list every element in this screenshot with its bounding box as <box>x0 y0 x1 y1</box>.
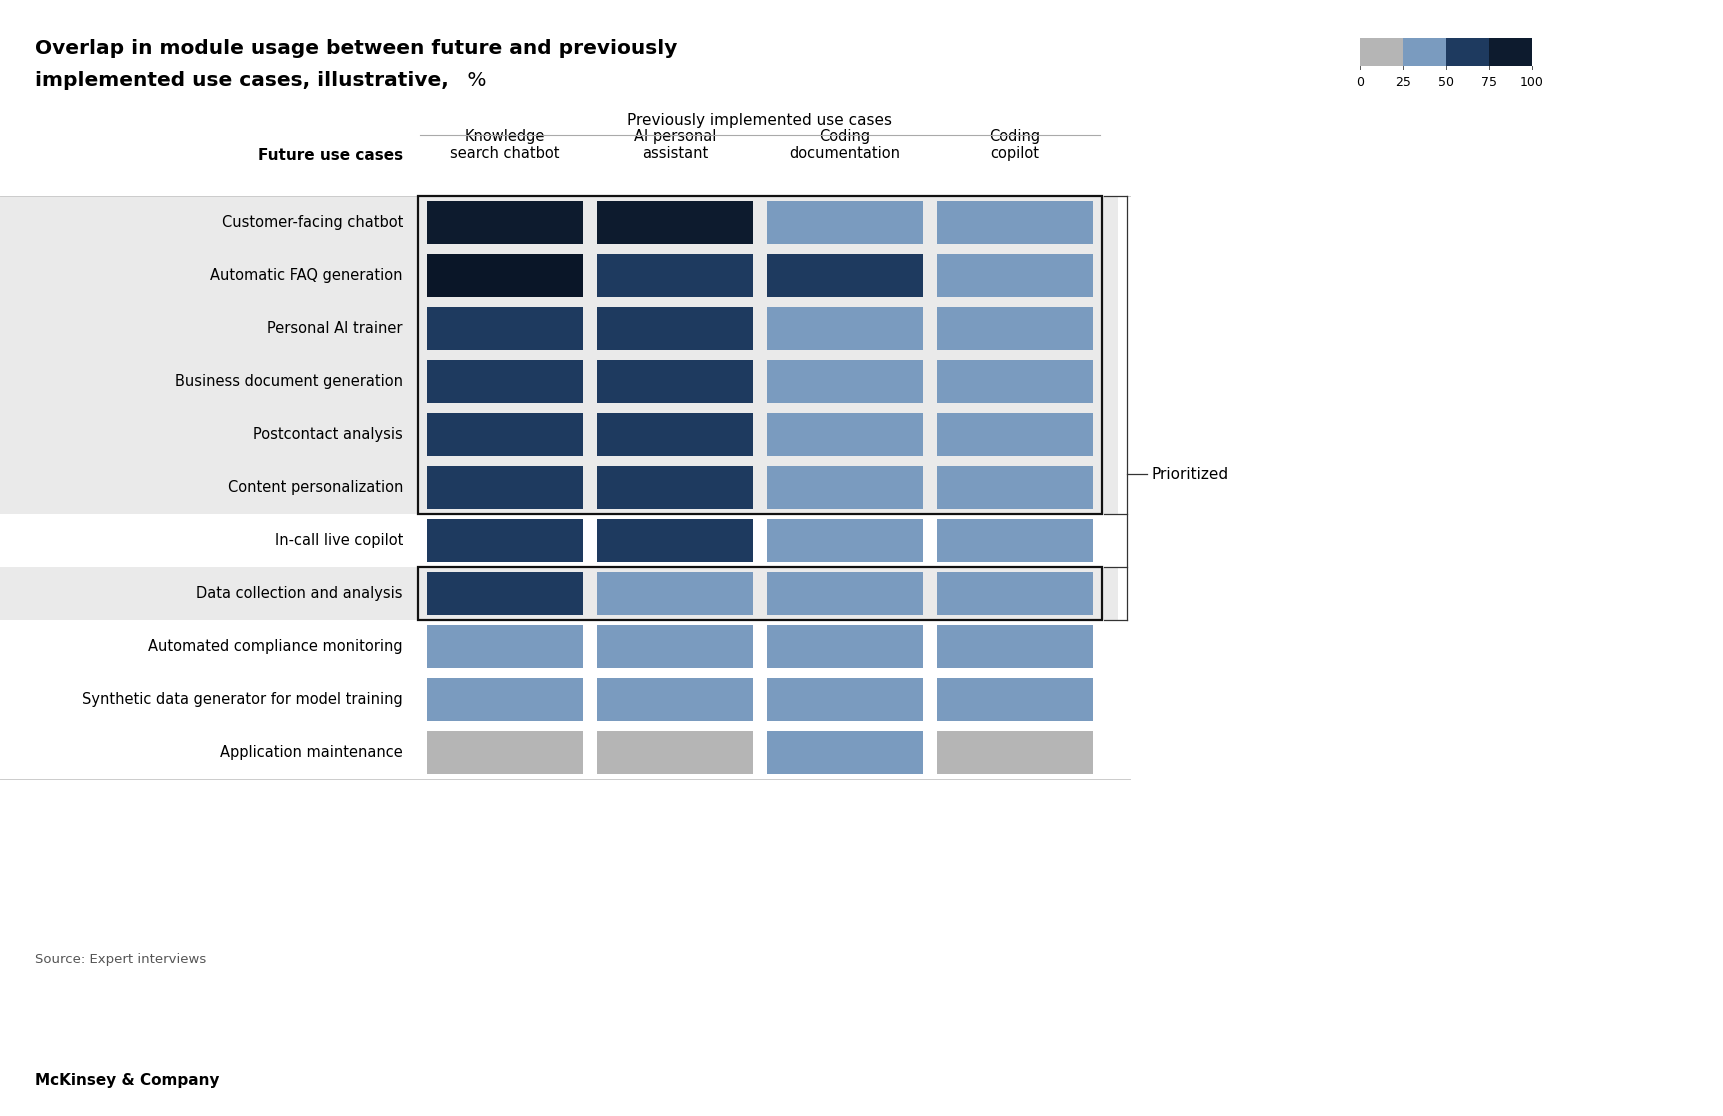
Bar <box>417 567 1101 620</box>
Bar <box>0 196 1117 249</box>
Bar <box>767 254 922 297</box>
Text: Future use cases: Future use cases <box>258 148 403 164</box>
Bar <box>596 679 753 721</box>
Bar <box>596 360 753 403</box>
Bar <box>427 254 582 297</box>
Text: 75: 75 <box>1480 76 1496 89</box>
Bar <box>937 254 1092 297</box>
Bar <box>596 307 753 350</box>
Bar <box>427 466 582 509</box>
Text: Postcontact analysis: Postcontact analysis <box>253 427 403 442</box>
Text: Application maintenance: Application maintenance <box>221 745 403 760</box>
Bar <box>427 360 582 403</box>
Bar <box>937 625 1092 668</box>
Bar <box>767 573 922 615</box>
Bar <box>767 625 922 668</box>
Text: Knowledge
search chatbot: Knowledge search chatbot <box>450 128 560 161</box>
Bar <box>0 727 1117 779</box>
Bar <box>427 573 582 615</box>
Bar <box>767 307 922 350</box>
Bar <box>767 731 922 775</box>
Bar <box>767 201 922 244</box>
Bar <box>427 679 582 721</box>
Text: Automated compliance monitoring: Automated compliance monitoring <box>148 639 403 654</box>
Text: Overlap in module usage between future and previously: Overlap in module usage between future a… <box>34 38 677 58</box>
Bar <box>596 413 753 456</box>
Bar <box>0 620 1117 673</box>
Bar <box>596 519 753 562</box>
Bar <box>0 408 1117 461</box>
Bar <box>937 679 1092 721</box>
Text: implemented use cases, illustrative,: implemented use cases, illustrative, <box>34 70 448 89</box>
Bar <box>427 413 582 456</box>
Bar <box>417 196 1101 514</box>
Bar <box>767 360 922 403</box>
Text: Business document generation: Business document generation <box>176 374 403 389</box>
Bar <box>427 731 582 775</box>
Bar <box>937 360 1092 403</box>
Bar <box>937 201 1092 244</box>
Text: 100: 100 <box>1520 76 1544 89</box>
Bar <box>0 514 1117 567</box>
Text: Content personalization: Content personalization <box>227 480 403 496</box>
Text: Customer-facing chatbot: Customer-facing chatbot <box>222 215 403 230</box>
Bar <box>937 466 1092 509</box>
Bar <box>427 625 582 668</box>
Bar <box>1403 38 1446 66</box>
Bar <box>0 673 1117 727</box>
Bar <box>427 519 582 562</box>
Text: 25: 25 <box>1394 76 1409 89</box>
Bar <box>596 201 753 244</box>
Bar <box>427 307 582 350</box>
Bar <box>0 461 1117 514</box>
Bar <box>1489 38 1532 66</box>
Bar <box>596 625 753 668</box>
Bar <box>0 567 1117 620</box>
Text: Source: Expert interviews: Source: Expert interviews <box>34 953 207 966</box>
Text: Coding
documentation: Coding documentation <box>789 128 899 161</box>
Bar <box>596 731 753 775</box>
Bar <box>937 731 1092 775</box>
Text: Automatic FAQ generation: Automatic FAQ generation <box>210 268 403 283</box>
Bar <box>596 254 753 297</box>
Bar <box>937 519 1092 562</box>
Text: Synthetic data generator for model training: Synthetic data generator for model train… <box>83 692 403 708</box>
Text: Personal AI trainer: Personal AI trainer <box>267 321 403 336</box>
Text: Prioritized: Prioritized <box>1151 466 1228 482</box>
Text: In-call live copilot: In-call live copilot <box>274 533 403 548</box>
Bar <box>596 573 753 615</box>
Bar <box>767 466 922 509</box>
Bar <box>937 573 1092 615</box>
Bar <box>0 302 1117 355</box>
Bar <box>1359 38 1403 66</box>
Bar <box>767 679 922 721</box>
Bar <box>427 201 582 244</box>
Text: 0: 0 <box>1356 76 1363 89</box>
Bar <box>596 466 753 509</box>
Bar <box>0 355 1117 408</box>
Bar <box>937 307 1092 350</box>
Text: Data collection and analysis: Data collection and analysis <box>196 586 403 602</box>
Text: Coding
copilot: Coding copilot <box>989 128 1041 161</box>
Bar <box>767 413 922 456</box>
Text: Previously implemented use cases: Previously implemented use cases <box>627 113 893 127</box>
Text: AI personal
assistant: AI personal assistant <box>634 128 715 161</box>
Bar <box>937 413 1092 456</box>
Bar <box>1446 38 1489 66</box>
Bar <box>0 249 1117 302</box>
Text: 50: 50 <box>1437 76 1452 89</box>
Text: %: % <box>460 70 486 89</box>
Text: McKinsey & Company: McKinsey & Company <box>34 1072 219 1087</box>
Bar <box>767 519 922 562</box>
